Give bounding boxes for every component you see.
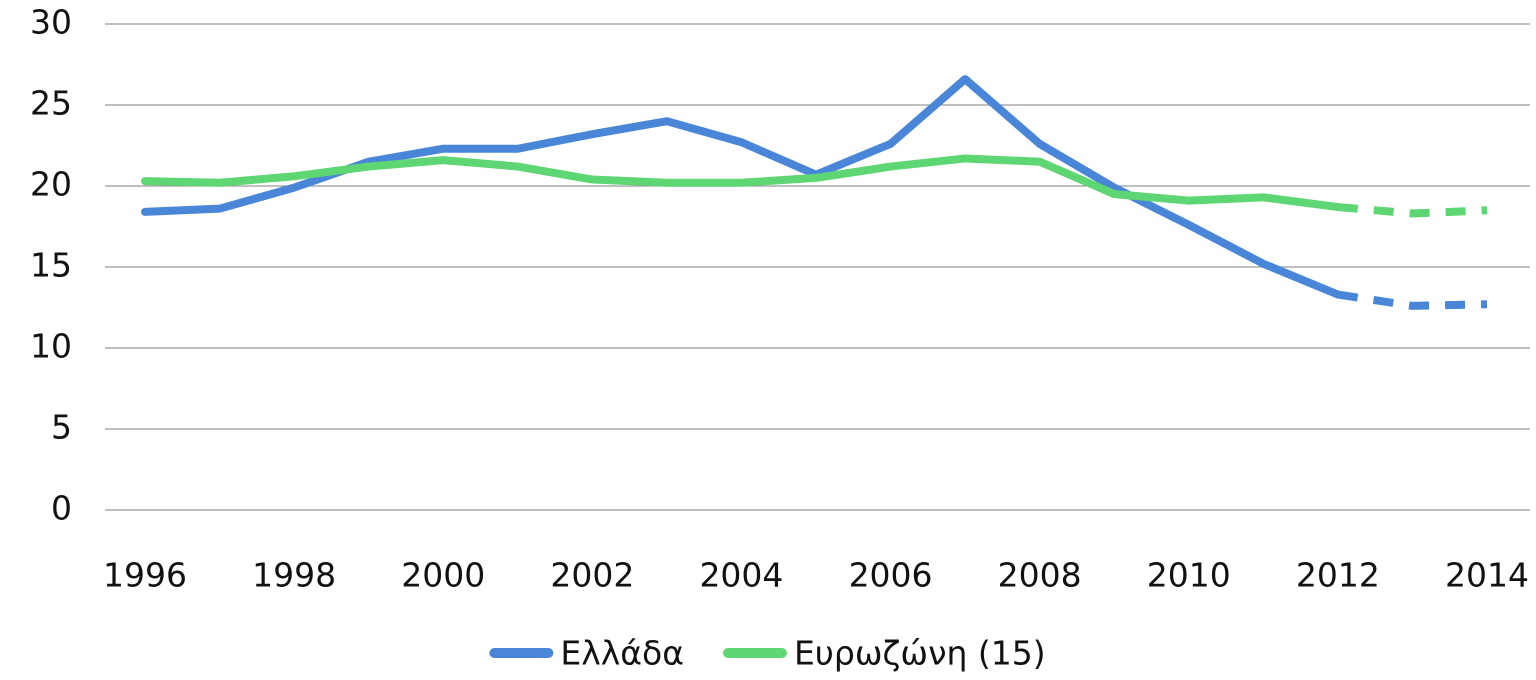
legend-label: Ευρωζώνη (15) [794, 634, 1046, 673]
x-tick-label: 2006 [849, 556, 933, 595]
y-tick-label: 0 [51, 489, 72, 528]
series-line-dashed [1337, 203, 1488, 218]
series-line [141, 154, 1342, 212]
y-tick-label: 30 [30, 3, 72, 42]
series-line [141, 75, 1342, 299]
y-tick-label: 5 [51, 408, 72, 447]
legend-label: Ελλάδα [560, 634, 684, 673]
x-tick-label: 1996 [103, 556, 187, 595]
y-tick-label: 20 [30, 165, 72, 204]
x-tick-label: 2008 [998, 556, 1082, 595]
x-tick-label: 2014 [1445, 556, 1529, 595]
x-tick-label: 2012 [1296, 556, 1380, 595]
x-tick-label: 2010 [1147, 556, 1231, 595]
series-line-dashed [1337, 290, 1488, 310]
y-tick-label: 25 [30, 84, 72, 123]
x-tick-label: 1998 [252, 556, 336, 595]
y-tick-label: 15 [30, 246, 72, 285]
x-tick-label: 2000 [401, 556, 485, 595]
y-tick-label: 10 [30, 327, 72, 366]
x-tick-label: 2004 [699, 556, 783, 595]
x-tick-label: 2002 [550, 556, 634, 595]
